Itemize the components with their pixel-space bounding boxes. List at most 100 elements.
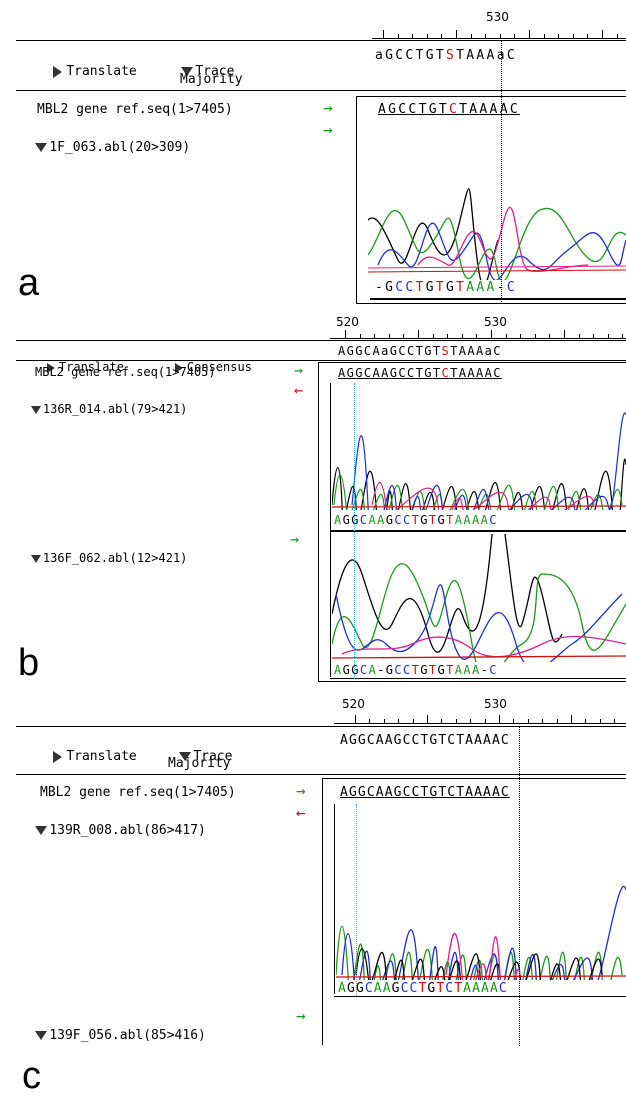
base: C	[405, 48, 416, 63]
base: G	[420, 663, 429, 677]
base: T	[418, 981, 428, 996]
trace-name-forward[interactable]: 136F_062.abl(12>421)	[2, 534, 187, 582]
ruler-tick	[412, 34, 414, 38]
base: C	[394, 663, 403, 677]
base: G	[355, 981, 365, 996]
base: A	[469, 102, 480, 117]
ruler-tick	[455, 719, 457, 723]
trace-bottom-border	[330, 678, 626, 679]
trace-name-reverse[interactable]: 139R_008.abl(86>417)	[4, 807, 206, 855]
ruler-tick	[499, 715, 500, 723]
ruler-tick	[543, 34, 545, 38]
base: C	[409, 981, 419, 996]
base: G	[385, 513, 395, 527]
base: G	[428, 102, 439, 117]
reference-sequence: AGGCAAGCCTGTCTAAAAC	[338, 365, 502, 381]
base: G	[389, 344, 399, 358]
base: A	[465, 785, 475, 800]
chromatogram-b-forward	[332, 534, 626, 662]
consensus-sequence: AGGCAaGCCTGTSTAAAaC	[338, 343, 502, 359]
trace-box	[356, 96, 626, 304]
base: A	[472, 981, 481, 996]
triangle-down-icon	[30, 554, 41, 563]
ruler-tick	[529, 30, 530, 38]
base: A	[375, 733, 385, 748]
ruler-tick	[470, 719, 472, 723]
base: G	[342, 663, 352, 677]
base: A	[340, 785, 349, 800]
ruler-tick	[383, 30, 384, 38]
reference-name[interactable]: MBL2 gene ref.seq(1>7405)	[40, 785, 236, 800]
base: G	[437, 513, 447, 527]
ruler-tick	[491, 330, 492, 338]
trace-toggle[interactable]: Trace	[150, 48, 234, 96]
base: A	[491, 785, 501, 800]
base: a	[496, 48, 507, 63]
toolbar-bottom-border	[16, 360, 626, 361]
base: A	[472, 663, 481, 677]
reverse-arrow-icon: ←	[294, 381, 304, 399]
base: T	[446, 513, 455, 527]
ruler-label-520: 520	[336, 315, 359, 329]
ruler-tick	[412, 719, 414, 723]
base: T	[435, 280, 446, 295]
base: A	[463, 981, 473, 996]
ruler-tick	[556, 719, 558, 723]
forward-arrow-icon: →	[290, 530, 300, 548]
reference-name[interactable]: MBL2 gene ref.seq(1>7405)	[37, 102, 233, 117]
ruler-tick	[403, 334, 405, 338]
base: C	[402, 785, 412, 800]
ruler-tick	[587, 34, 589, 38]
base: G	[425, 48, 436, 63]
translate-toggle[interactable]: Translate	[22, 733, 137, 781]
base: C	[493, 344, 502, 358]
base: G	[420, 513, 429, 527]
translate-toggle[interactable]: Translate	[18, 343, 124, 391]
ruler-tick	[355, 715, 356, 723]
base: T	[415, 48, 426, 63]
base: A	[384, 785, 394, 800]
base: C	[359, 513, 369, 527]
trace-name-forward[interactable]: 139F_056.abl(85>416)	[4, 1012, 206, 1060]
trace-toggle[interactable]: Trace	[148, 733, 232, 781]
base: A	[474, 733, 483, 748]
triangle-down-icon	[30, 405, 41, 414]
base: a	[484, 344, 494, 358]
triangle-right-icon	[53, 65, 63, 78]
ruler-label-530: 530	[486, 10, 509, 24]
base: G	[346, 344, 356, 358]
base: A	[489, 102, 500, 117]
translate-toggle[interactable]: Translate	[22, 48, 137, 96]
base: A	[334, 513, 343, 527]
reference-name[interactable]: MBL2 gene ref.seq(1>7405)	[35, 365, 216, 379]
trace-name-reverse[interactable]: 136R_014.abl(79>421)	[2, 385, 187, 433]
base: G	[424, 366, 433, 380]
base: G	[385, 48, 396, 63]
base: G	[357, 785, 367, 800]
base: G	[429, 785, 439, 800]
panel-label-a: a	[18, 262, 40, 304]
base: C	[405, 280, 416, 295]
ruler-tick	[514, 34, 516, 38]
base: A	[375, 785, 385, 800]
trace-name[interactable]: 1F_063.abl(20>309)	[4, 124, 190, 172]
ruler-tick	[369, 719, 371, 723]
base: A	[466, 280, 477, 295]
base: A	[483, 785, 492, 800]
base: G	[346, 366, 356, 380]
base: -	[375, 280, 386, 295]
forward-arrow-icon: →	[296, 781, 306, 800]
ruler-tick	[345, 330, 346, 338]
base: T	[438, 733, 448, 748]
ruler-tick	[585, 719, 587, 723]
ruler-tick	[485, 34, 487, 38]
cursor-line-cyan	[354, 383, 355, 679]
base: A	[489, 981, 499, 996]
base: T	[456, 733, 466, 748]
ruler-tick	[513, 719, 515, 723]
base: A	[486, 48, 497, 63]
triangle-down-icon	[35, 143, 48, 152]
base: G	[385, 663, 395, 677]
consensus-toggle[interactable]: Consensus	[146, 343, 252, 391]
ruler-tick	[383, 719, 385, 723]
